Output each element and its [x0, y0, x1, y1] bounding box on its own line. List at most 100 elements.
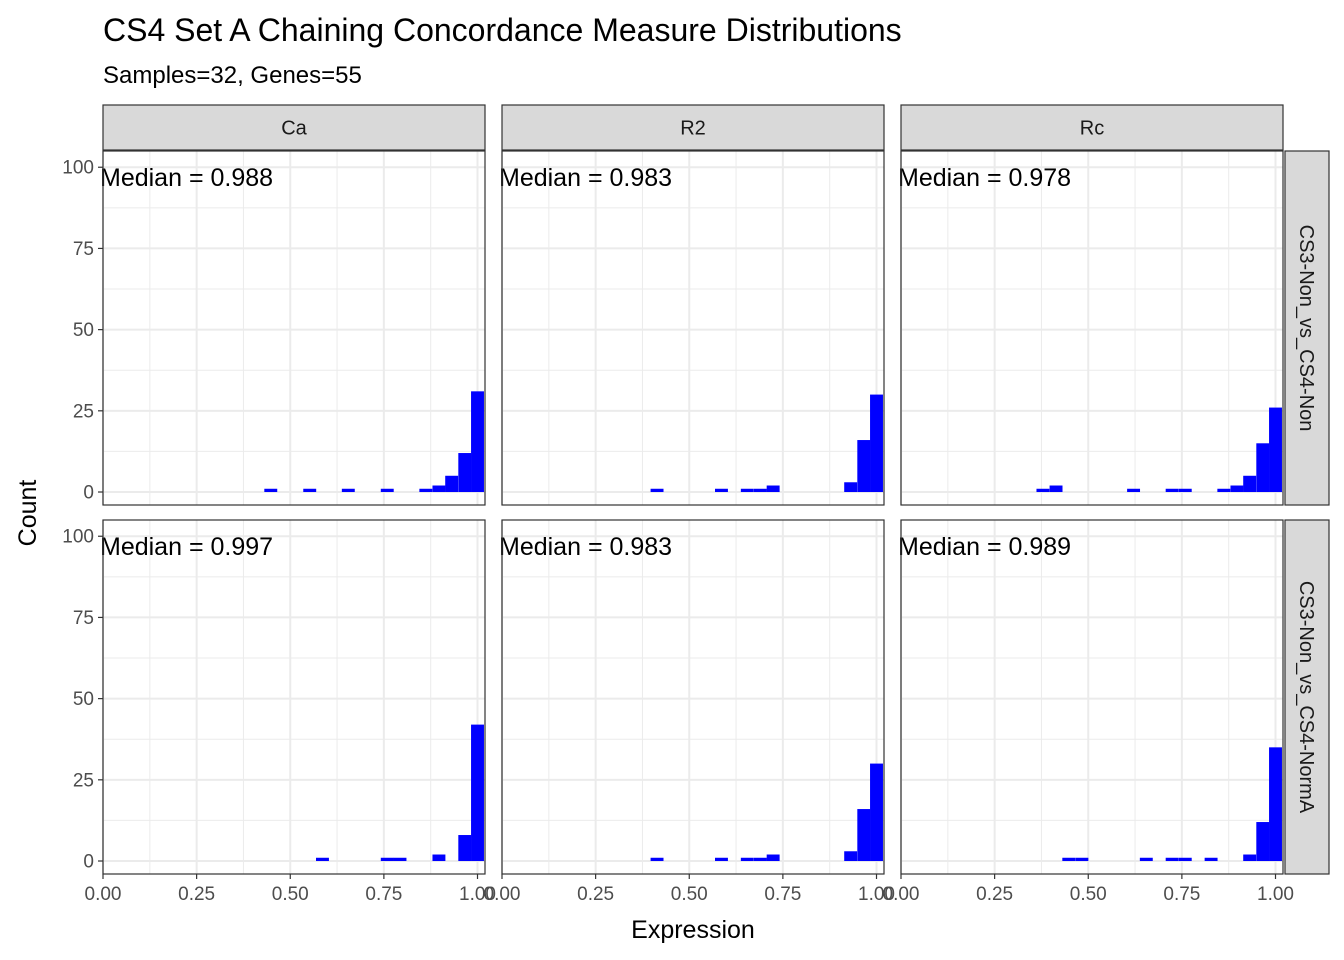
- panel-background: [103, 520, 485, 874]
- panel-border: [900, 519, 1284, 875]
- panel-border: [501, 150, 885, 506]
- x-tick-label: 0.25: [178, 884, 215, 905]
- strip-r2-label: R2: [680, 118, 706, 140]
- strip-cs3-non-vs-cs4-non-label: CS3-Non_vs_CS4-Non: [1295, 225, 1317, 432]
- y-tick-label: 100: [62, 158, 94, 179]
- panel-cs3-non-vs-cs4-norma-rc: Median = 0.989: [898, 519, 1284, 875]
- strip-cs3-non-vs-cs4-norma-label: CS3-Non_vs_CS4-NormA: [1295, 581, 1317, 814]
- panel-border: [900, 150, 1284, 506]
- histogram-bar: [1243, 854, 1257, 862]
- histogram-bar: [1165, 488, 1179, 493]
- median-label: Median = 0.978: [898, 164, 1071, 192]
- panel-cs3-non-vs-cs4-non-r2: Median = 0.983: [499, 150, 885, 506]
- histogram-bar: [1230, 485, 1244, 493]
- histogram-bar: [1204, 857, 1218, 862]
- histogram-bar: [766, 854, 780, 862]
- histogram-bar: [740, 857, 754, 862]
- histogram-bar: [432, 485, 446, 493]
- y-tick-label: 25: [73, 401, 94, 422]
- histogram-bar: [1269, 407, 1282, 493]
- histogram-bar: [1178, 857, 1192, 862]
- strip-ca-label: Ca: [281, 118, 307, 140]
- histogram-bar: [1256, 822, 1270, 862]
- histogram-bar: [471, 724, 484, 862]
- strip-cs3-non-vs-cs4-norma-background: [1284, 519, 1330, 875]
- histogram-bar: [753, 857, 767, 862]
- x-tick-label: 0.75: [365, 884, 402, 905]
- median-label: Median = 0.997: [100, 533, 273, 561]
- x-tick-label: 0.25: [976, 884, 1013, 905]
- histogram-bar: [380, 488, 394, 493]
- panel-background: [502, 151, 884, 505]
- histogram-bar: [857, 440, 871, 493]
- histogram-bar: [857, 809, 871, 862]
- histogram-bar: [1217, 488, 1231, 493]
- x-tick-label: 0.50: [1070, 884, 1107, 905]
- histogram-bar: [1062, 857, 1076, 862]
- x-tick-label: 0.00: [85, 884, 122, 905]
- histogram-bar: [1075, 857, 1089, 862]
- histogram-bar: [715, 857, 728, 862]
- panel-background: [901, 520, 1283, 874]
- y-tick-label: 50: [73, 689, 94, 710]
- y-tick-label: 0: [83, 483, 94, 504]
- panel-cs3-non-vs-cs4-non-ca: Median = 0.988: [100, 150, 486, 506]
- histogram-bar: [870, 394, 883, 493]
- x-tick-label: 0.75: [1163, 884, 1200, 905]
- histogram-bar: [1049, 485, 1063, 493]
- histogram-bar: [471, 391, 484, 493]
- chart-title: CS4 Set A Chaining Concordance Measure D…: [103, 12, 902, 48]
- histogram-bar: [650, 857, 664, 862]
- strip-rc-label: Rc: [1080, 118, 1104, 140]
- panel-cs3-non-vs-cs4-norma-r2: Median = 0.983: [499, 519, 885, 875]
- histogram-bar: [844, 851, 858, 862]
- histogram-bar: [870, 763, 883, 862]
- panel-border: [102, 150, 486, 506]
- y-tick-label: 75: [73, 608, 94, 629]
- histogram-bar: [1036, 488, 1050, 493]
- histogram-bar: [380, 857, 394, 862]
- x-tick-label: 0.75: [764, 884, 801, 905]
- histogram-bar: [740, 488, 754, 493]
- y-tick-label: 75: [73, 239, 94, 260]
- strip-rc-background: [900, 104, 1284, 151]
- strip-cs3-non-vs-cs4-non-background: [1284, 150, 1330, 506]
- x-axis-title: Expression: [631, 916, 755, 944]
- y-tick-label: 0: [83, 852, 94, 873]
- median-label: Median = 0.989: [898, 533, 1071, 561]
- histogram-bar: [753, 488, 767, 493]
- median-label: Median = 0.983: [499, 533, 672, 561]
- histogram-bar: [1127, 488, 1141, 493]
- x-tick-label: 0.25: [577, 884, 614, 905]
- x-tick-label: 0.00: [484, 884, 521, 905]
- histogram-bar: [766, 485, 780, 493]
- panel-cs3-non-vs-cs4-non-rc: Median = 0.978: [898, 150, 1284, 506]
- y-tick-label: 100: [62, 527, 94, 548]
- y-axis-title: Count: [14, 480, 42, 547]
- histogram-bar: [1269, 747, 1282, 862]
- histogram-bar: [844, 482, 858, 493]
- histogram-bar: [432, 854, 446, 862]
- x-tick-label: 0.50: [671, 884, 708, 905]
- x-tick-label: 0.00: [883, 884, 920, 905]
- x-tick-label: 0.50: [272, 884, 309, 905]
- histogram-bar: [316, 857, 329, 862]
- panel-border: [102, 519, 486, 875]
- median-label: Median = 0.988: [100, 164, 273, 192]
- histogram-bar: [1165, 857, 1179, 862]
- histogram-bar: [458, 835, 472, 862]
- x-tick-label: 1.00: [858, 884, 895, 905]
- histogram-bar: [445, 475, 459, 493]
- median-label: Median = 0.983: [499, 164, 672, 192]
- panel-background: [103, 151, 485, 505]
- x-tick-label: 1.00: [459, 884, 496, 905]
- histogram-bar: [264, 488, 278, 493]
- panel-border: [501, 519, 885, 875]
- histogram-bar: [1256, 443, 1270, 493]
- histogram-bar: [1139, 857, 1153, 862]
- histogram-bar: [715, 488, 728, 493]
- histogram-bar: [341, 488, 355, 493]
- panel-background: [901, 151, 1283, 505]
- strip-r2-background: [501, 104, 885, 151]
